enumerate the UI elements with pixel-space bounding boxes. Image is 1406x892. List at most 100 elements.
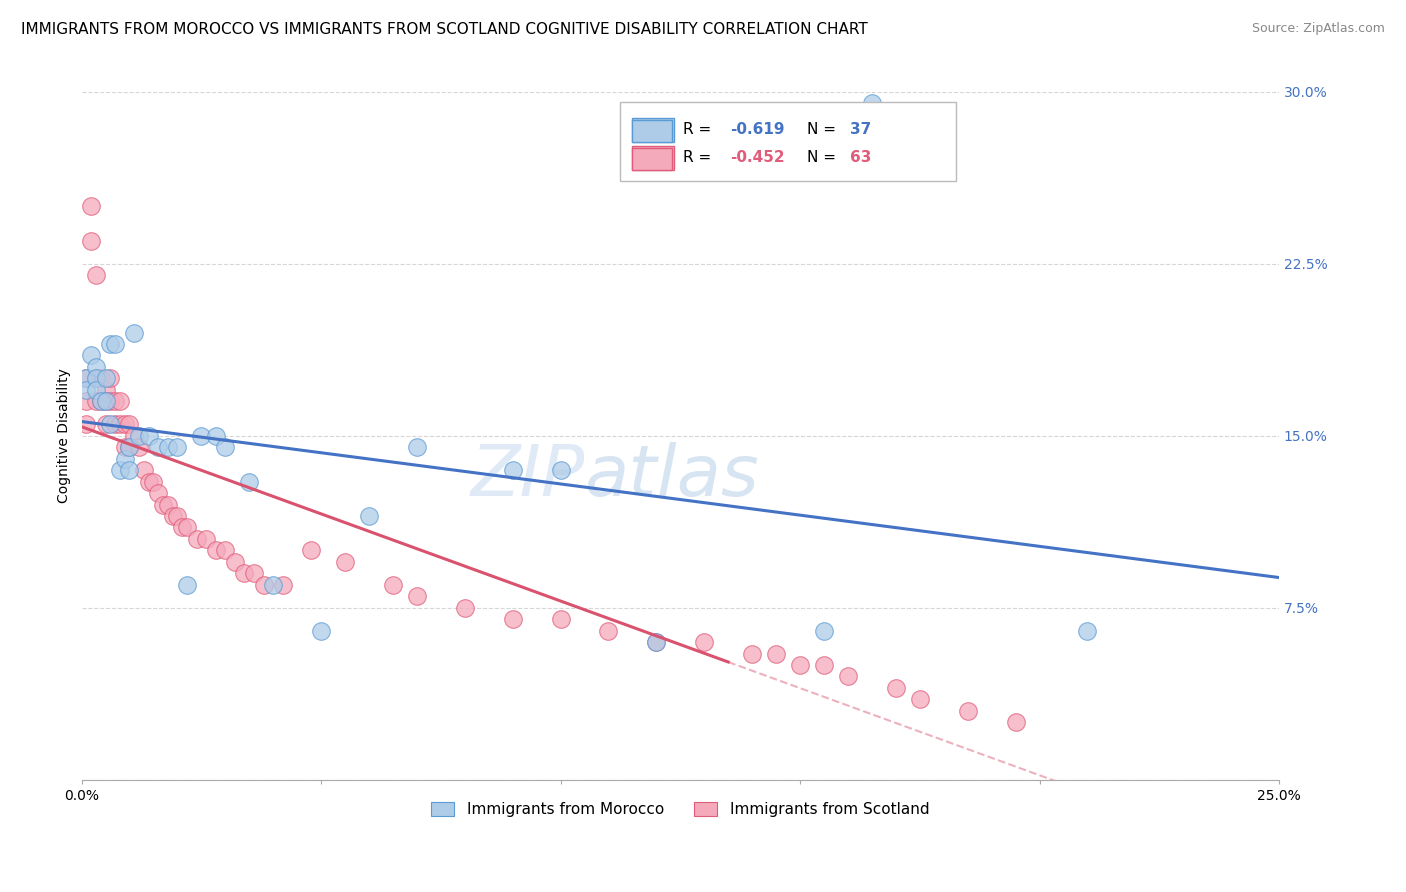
- Point: [84, 359, 107, 374]
- Point: [502, 463, 524, 477]
- Point: [176, 578, 198, 592]
- Point: [204, 543, 226, 558]
- Point: [90, 371, 112, 385]
- Point: [301, 543, 323, 558]
- Point: [813, 657, 835, 672]
- Point: [94, 417, 117, 432]
- Point: [124, 326, 146, 340]
- Point: [176, 520, 198, 534]
- Point: [166, 508, 188, 523]
- Point: [765, 647, 787, 661]
- Point: [252, 578, 274, 592]
- Point: [190, 428, 212, 442]
- Point: [813, 624, 835, 638]
- Point: [108, 417, 131, 432]
- Point: [214, 543, 236, 558]
- Point: [118, 440, 141, 454]
- Text: -0.619: -0.619: [731, 122, 785, 137]
- Point: [80, 349, 103, 363]
- Point: [357, 508, 380, 523]
- Point: [80, 199, 103, 213]
- Legend: Immigrants from Morocco, Immigrants from Scotland: Immigrants from Morocco, Immigrants from…: [426, 797, 935, 823]
- Point: [128, 440, 150, 454]
- Point: [114, 451, 136, 466]
- Point: [104, 417, 127, 432]
- Point: [172, 520, 194, 534]
- Bar: [620, 103, 956, 181]
- Point: [243, 566, 266, 581]
- Text: N =: N =: [807, 122, 841, 137]
- Point: [124, 428, 146, 442]
- Point: [75, 394, 97, 409]
- Point: [224, 555, 246, 569]
- Point: [104, 337, 127, 351]
- Point: [162, 508, 184, 523]
- Point: [550, 463, 572, 477]
- Point: [84, 383, 107, 397]
- Text: Source: ZipAtlas.com: Source: ZipAtlas.com: [1251, 22, 1385, 36]
- Point: [142, 475, 165, 489]
- Point: [108, 394, 131, 409]
- Point: [381, 578, 404, 592]
- Point: [789, 657, 811, 672]
- Point: [138, 428, 160, 442]
- Point: [118, 440, 141, 454]
- Point: [645, 635, 668, 649]
- Point: [956, 704, 979, 718]
- Point: [333, 555, 356, 569]
- Point: [108, 463, 131, 477]
- Point: [262, 578, 284, 592]
- Point: [204, 428, 226, 442]
- Point: [195, 532, 218, 546]
- Point: [502, 612, 524, 626]
- Point: [1076, 624, 1098, 638]
- Text: atlas: atlas: [585, 442, 759, 511]
- Point: [90, 394, 112, 409]
- Point: [84, 371, 107, 385]
- Point: [271, 578, 294, 592]
- Point: [405, 440, 427, 454]
- Point: [90, 394, 112, 409]
- Point: [156, 498, 179, 512]
- Point: [94, 371, 117, 385]
- Point: [94, 394, 117, 409]
- Point: [156, 440, 179, 454]
- FancyBboxPatch shape: [633, 118, 675, 142]
- Text: IMMIGRANTS FROM MOROCCO VS IMMIGRANTS FROM SCOTLAND COGNITIVE DISABILITY CORRELA: IMMIGRANTS FROM MOROCCO VS IMMIGRANTS FR…: [21, 22, 868, 37]
- Point: [908, 692, 931, 706]
- Point: [166, 440, 188, 454]
- Point: [645, 635, 668, 649]
- Point: [148, 440, 170, 454]
- Point: [98, 417, 121, 432]
- Point: [94, 394, 117, 409]
- Point: [75, 371, 97, 385]
- Text: N =: N =: [807, 150, 841, 165]
- Y-axis label: Cognitive Disability: Cognitive Disability: [58, 368, 72, 503]
- Point: [94, 383, 117, 397]
- Point: [75, 383, 97, 397]
- Point: [233, 566, 256, 581]
- Point: [114, 417, 136, 432]
- Point: [118, 463, 141, 477]
- Point: [837, 669, 859, 683]
- Point: [104, 394, 127, 409]
- Text: 37: 37: [851, 122, 872, 137]
- Point: [98, 337, 121, 351]
- Point: [598, 624, 620, 638]
- Point: [128, 428, 150, 442]
- Point: [152, 498, 174, 512]
- FancyBboxPatch shape: [633, 120, 672, 142]
- Point: [405, 589, 427, 603]
- Point: [454, 600, 477, 615]
- Point: [214, 440, 236, 454]
- Point: [118, 417, 141, 432]
- Point: [550, 612, 572, 626]
- FancyBboxPatch shape: [633, 147, 672, 169]
- Point: [98, 371, 121, 385]
- Point: [84, 268, 107, 283]
- Point: [114, 440, 136, 454]
- Point: [84, 371, 107, 385]
- Point: [75, 371, 97, 385]
- Text: -0.452: -0.452: [731, 150, 785, 165]
- Point: [693, 635, 716, 649]
